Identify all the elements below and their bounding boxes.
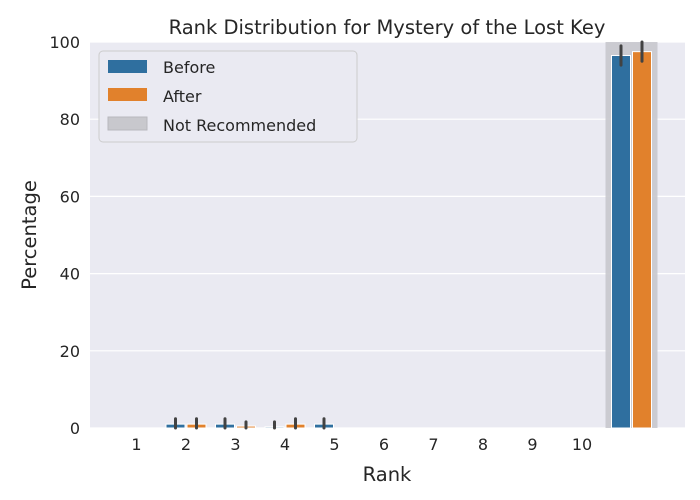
y-tick-label: 40 xyxy=(60,265,80,284)
legend-label-not-recommended: Not Recommended xyxy=(163,116,316,135)
chart-title: Rank Distribution for Mystery of the Los… xyxy=(169,16,606,39)
x-tick-label: 6 xyxy=(379,435,389,454)
legend-label-after: After xyxy=(163,87,202,106)
x-tick-label: 10 xyxy=(572,435,592,454)
legend-label-before: Before xyxy=(163,58,215,77)
y-tick-labels: 0 20 40 60 80 100 xyxy=(49,33,80,438)
x-tick-label: 8 xyxy=(478,435,488,454)
x-tick-label: 5 xyxy=(329,435,339,454)
legend: Before After Not Recommended xyxy=(98,50,358,143)
x-tick-label: 2 xyxy=(181,435,191,454)
y-axis-label: Percentage xyxy=(18,180,41,290)
y-tick-label: 0 xyxy=(70,419,80,438)
x-axis-label: Rank xyxy=(363,463,412,486)
legend-frame xyxy=(98,50,358,143)
legend-swatch-before xyxy=(108,60,147,73)
x-tick-label: 7 xyxy=(428,435,438,454)
bar-before-not-recommended xyxy=(611,55,631,429)
legend-swatch-after xyxy=(108,88,147,101)
x-tick-label: 3 xyxy=(230,435,240,454)
x-tick-labels: 1 2 3 4 5 6 7 8 9 10 xyxy=(131,435,592,454)
y-tick-label: 100 xyxy=(49,33,80,52)
x-tick-label: 4 xyxy=(280,435,290,454)
x-tick-label: 9 xyxy=(527,435,537,454)
x-tick-label: 1 xyxy=(131,435,141,454)
y-tick-label: 20 xyxy=(60,342,80,361)
y-tick-label: 60 xyxy=(60,187,80,206)
y-tick-label: 80 xyxy=(60,110,80,129)
error-bars xyxy=(174,40,644,430)
legend-swatch-not-recommended xyxy=(107,116,148,131)
bar-after-not-recommended xyxy=(632,51,652,429)
